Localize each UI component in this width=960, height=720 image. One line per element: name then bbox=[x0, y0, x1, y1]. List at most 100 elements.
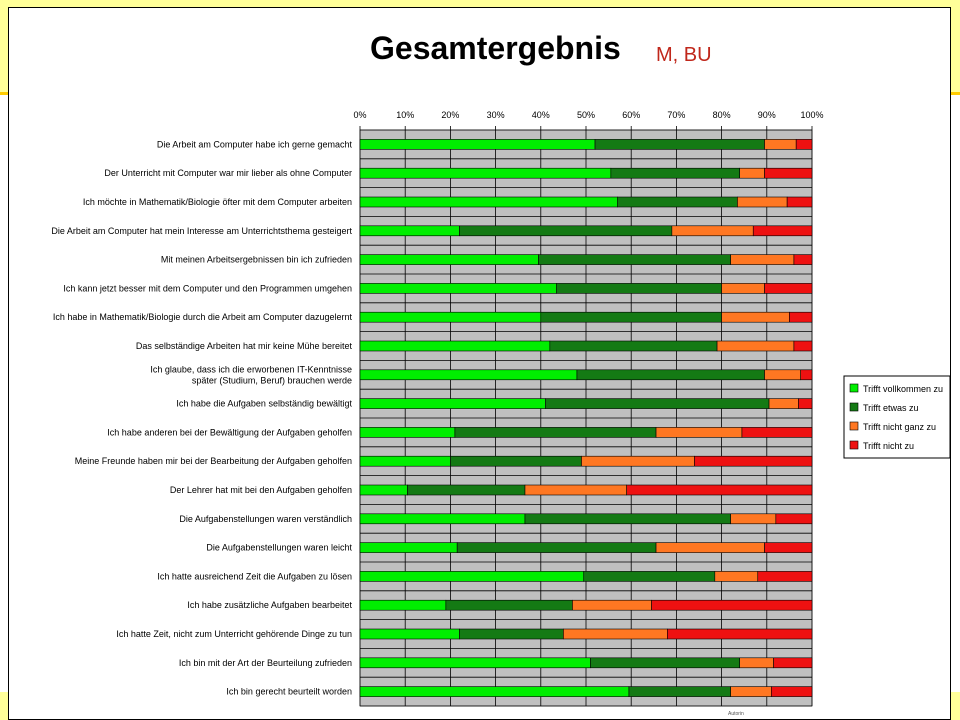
category-label: Ich habe die Aufgaben selbständig bewält… bbox=[176, 399, 352, 409]
bar-segment bbox=[773, 657, 813, 669]
category-label: Die Arbeit am Computer habe ich gerne ge… bbox=[157, 139, 353, 149]
legend-label: Trifft vollkommen zu bbox=[863, 384, 943, 394]
legend-label: Trifft etwas zu bbox=[863, 403, 919, 413]
bar-segment bbox=[610, 167, 740, 179]
bar-segment bbox=[359, 283, 557, 294]
bar-segment bbox=[721, 311, 790, 323]
bar-segment bbox=[793, 340, 813, 352]
bar-segment bbox=[359, 369, 578, 381]
bar-segment bbox=[445, 599, 573, 611]
bar-segment bbox=[594, 139, 765, 150]
x-tick-label: 100% bbox=[800, 110, 823, 120]
bar-segment bbox=[771, 686, 813, 697]
x-tick-label: 40% bbox=[532, 110, 550, 120]
bar-segment bbox=[590, 657, 740, 669]
bar-segment bbox=[667, 628, 813, 640]
bar-segment bbox=[359, 599, 447, 611]
bar-segment bbox=[786, 196, 813, 208]
bar-segment bbox=[671, 225, 754, 237]
bar-segment bbox=[739, 167, 765, 179]
x-tick-label: 60% bbox=[622, 110, 640, 120]
category-label: Die Aufgabenstellungen waren leicht bbox=[206, 543, 352, 553]
bar-segment bbox=[359, 340, 551, 352]
bar-segment bbox=[730, 513, 777, 525]
bar-segment bbox=[359, 686, 630, 697]
legend-box bbox=[843, 375, 951, 459]
bar-segment bbox=[651, 599, 813, 611]
x-tick-label: 80% bbox=[713, 110, 731, 120]
bar-segment bbox=[524, 513, 731, 525]
bar-segment bbox=[764, 167, 813, 179]
bar-segment bbox=[739, 657, 774, 669]
x-tick-label: 30% bbox=[487, 110, 505, 120]
category-label: Die Arbeit am Computer hat mein Interess… bbox=[51, 226, 352, 236]
bar-segment bbox=[764, 139, 797, 150]
chart-title: Gesamtergebnis bbox=[370, 30, 621, 66]
category-label: Das selbständige Arbeiten hat mir keine … bbox=[136, 341, 353, 351]
bar-segment bbox=[714, 571, 759, 582]
bar-segment bbox=[359, 311, 542, 323]
bar-segment bbox=[798, 398, 813, 409]
bar-segment bbox=[775, 513, 813, 525]
bar-segment bbox=[721, 283, 765, 294]
category-label: Meine Freunde haben mir bei der Bearbeit… bbox=[75, 456, 352, 466]
bar-segment bbox=[628, 686, 731, 697]
bar-segment bbox=[407, 484, 526, 496]
legend-label: Trifft nicht zu bbox=[863, 441, 914, 451]
bar-segment bbox=[576, 369, 765, 381]
bar-segment bbox=[359, 139, 596, 150]
bar-segment bbox=[741, 427, 813, 438]
chart-subtitle: M, BU bbox=[656, 44, 712, 66]
bar-segment bbox=[581, 455, 695, 467]
legend-label: Trifft nicht ganz zu bbox=[863, 422, 936, 432]
category-label: Mit meinen Arbeitsergebnissen bin ich zu… bbox=[161, 255, 352, 265]
category-label: Ich hatte Zeit, nicht zum Unterricht geh… bbox=[116, 629, 352, 639]
bar-segment bbox=[359, 455, 451, 467]
bar-segment bbox=[540, 311, 722, 323]
bar-segment bbox=[757, 571, 813, 582]
bar-segment bbox=[752, 225, 813, 237]
legend-swatch bbox=[849, 402, 859, 412]
category-label: Ich habe zusätzliche Aufgaben bearbeitet bbox=[187, 600, 352, 610]
bar-segment bbox=[459, 628, 564, 640]
bar-segment bbox=[764, 283, 813, 294]
bar-segment bbox=[359, 513, 526, 525]
bar-segment bbox=[359, 542, 458, 553]
category-label: Ich bin gerecht beurteilt worden bbox=[226, 687, 352, 697]
bar-segment bbox=[730, 254, 795, 265]
bar-segment bbox=[549, 340, 718, 352]
category-label: Ich habe anderen bei der Bewältigung der… bbox=[107, 427, 352, 437]
bar-segment bbox=[793, 254, 813, 265]
category-label: Ich möchte in Mathematik/Biologie öfter … bbox=[83, 197, 352, 207]
bar-segment bbox=[694, 455, 813, 467]
legend-swatch bbox=[849, 421, 859, 431]
bar-segment bbox=[716, 340, 795, 352]
category-label: Ich bin mit der Art der Beurteilung zufr… bbox=[179, 658, 352, 668]
category-label: Ich hatte ausreichend Zeit die Aufgaben … bbox=[157, 571, 352, 581]
category-label: Der Unterricht mit Computer war mir lieb… bbox=[104, 168, 352, 178]
category-label: später (Studium, Beruf) brauchen werde bbox=[192, 375, 352, 385]
bar-segment bbox=[789, 311, 813, 323]
bar-segment bbox=[459, 225, 673, 237]
bar-segment bbox=[359, 427, 456, 438]
bar-segment bbox=[730, 686, 772, 697]
bar-segment bbox=[359, 571, 585, 582]
bar-segment bbox=[359, 484, 408, 496]
bar-segment bbox=[538, 254, 731, 265]
bar-segment bbox=[359, 225, 460, 237]
category-label: Der Lehrer hat mit bei den Aufgaben geho… bbox=[170, 485, 352, 495]
bar-segment bbox=[456, 542, 657, 553]
legend-swatch bbox=[849, 440, 859, 450]
x-tick-label: 10% bbox=[396, 110, 414, 120]
bar-segment bbox=[545, 398, 770, 409]
bar-segment bbox=[795, 139, 813, 150]
bar-segment bbox=[655, 427, 743, 438]
bar-segment bbox=[359, 398, 546, 409]
bar-segment bbox=[617, 196, 738, 208]
bar-segment bbox=[626, 484, 813, 496]
category-label: Ich kann jetzt besser mit dem Computer u… bbox=[63, 283, 352, 293]
bar-segment bbox=[563, 628, 668, 640]
category-label: Ich glaube, dass ich die erworbenen IT-K… bbox=[150, 364, 352, 374]
bar-segment bbox=[764, 369, 801, 381]
